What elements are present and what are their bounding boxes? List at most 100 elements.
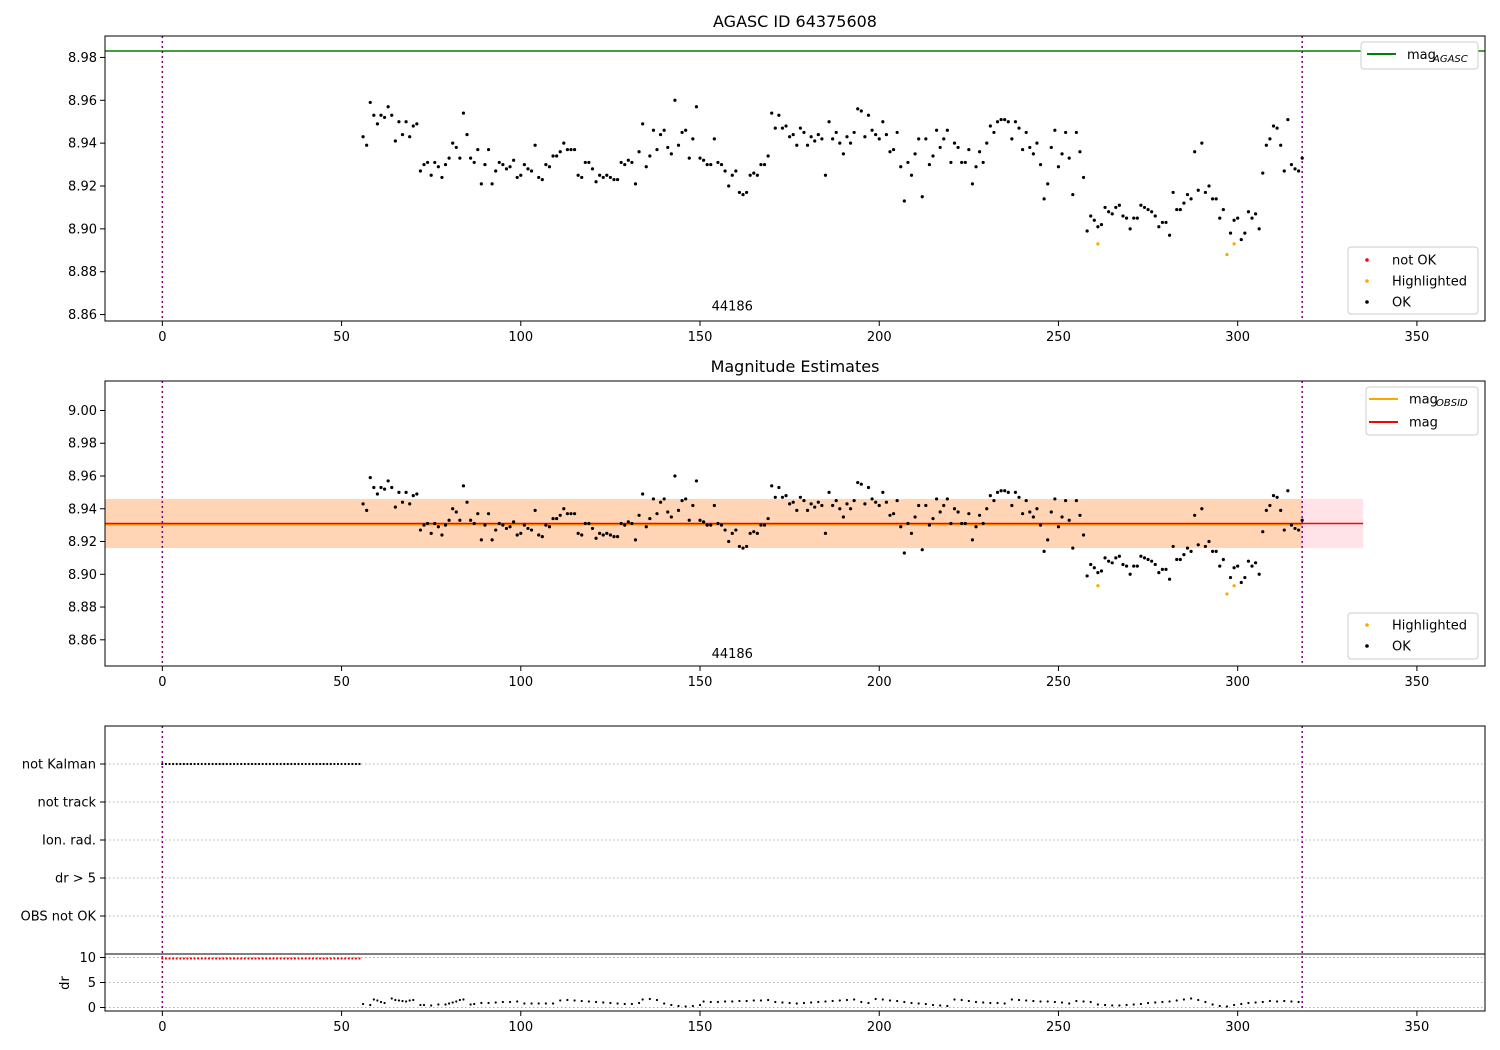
panel1-point-ok [1031, 152, 1035, 156]
panel2-point-ok [1236, 564, 1240, 568]
panel1-point-ok [1056, 165, 1061, 169]
flag-point-not-kalman [315, 762, 318, 766]
panel2-point-ok [1239, 580, 1243, 585]
dr-point [648, 997, 651, 1001]
panel2-point-ok [813, 505, 817, 509]
panel1-point-ok [404, 120, 408, 124]
panel1-point-ok [425, 160, 430, 165]
panel2-point-ok [375, 492, 380, 496]
dr-point [817, 1000, 820, 1004]
panel2-point-ok [1003, 489, 1007, 493]
panel2-point-ok [745, 544, 749, 549]
flag-point-not-kalman [182, 762, 185, 766]
flag-row-label-1: not track [37, 796, 96, 811]
dr-point [480, 1001, 483, 1005]
dr-point [960, 998, 963, 1002]
legend-frame [1347, 246, 1479, 315]
panel1-point-ok [519, 173, 523, 177]
panel1-point-ok [762, 162, 767, 167]
panel2-point-ok [691, 503, 695, 508]
panel2-point-ok [687, 518, 691, 522]
panel1-point-ok [1010, 137, 1014, 141]
dr-point [781, 1001, 784, 1004]
legend-agasc-subscript: AGASC [1432, 54, 1468, 65]
panel2-legend-points: Highlighted OK [1347, 612, 1479, 660]
dr-point [759, 999, 763, 1002]
panel2-point-ok [863, 502, 867, 506]
panel2-point-ok [436, 525, 440, 529]
panel1-point-ok [877, 137, 881, 141]
dr-point [419, 1003, 422, 1007]
dr-axis-label: dr [58, 976, 73, 990]
dr-point [824, 1000, 827, 1003]
panel2-point-ok [497, 521, 501, 526]
panel2-point-ok [451, 507, 455, 511]
panel1-point-ok [848, 141, 853, 145]
panel1-point-ok [909, 173, 914, 177]
panel1-point-ok [375, 122, 380, 126]
panel2-point-ok [827, 490, 831, 494]
dr-point [774, 1000, 777, 1004]
dr-point-flagged [200, 957, 203, 960]
panel1-point-ok [1239, 237, 1243, 242]
panel1-point-ok [1207, 184, 1211, 188]
panel2-point-ok [1128, 572, 1132, 576]
dr-point [1103, 1003, 1107, 1007]
panel1-point-ok [673, 98, 677, 102]
panel1-point-ok [411, 124, 415, 128]
panel2-point-ok [909, 531, 914, 535]
dr-point [412, 998, 415, 1002]
dr-point [1261, 1000, 1264, 1004]
dr-point [946, 1004, 949, 1008]
dr-point [967, 999, 970, 1003]
dr-tick-label-0: 0 [88, 1001, 96, 1016]
panel2-ytick-label-0: 8.86 [68, 633, 97, 648]
panel3-xtick-label-0: 0 [158, 1020, 166, 1035]
panel1-point-ok [1038, 162, 1043, 167]
panel3-xtick-label-3: 150 [688, 1020, 713, 1035]
panel1-point-ok [970, 182, 975, 186]
panel1-point-ok [619, 160, 623, 165]
panel1-point-ok [1279, 143, 1283, 147]
panel2-point-ok [834, 498, 838, 503]
panel1-point-ok [1232, 218, 1236, 222]
panel2-point-highlighted [1096, 584, 1100, 588]
dr-point [361, 1002, 365, 1006]
dr-point [702, 1000, 705, 1003]
panel1-point-ok [1085, 229, 1089, 233]
panel2-point-ok [1214, 549, 1218, 553]
panel1-point-ok [934, 128, 939, 132]
panel1-point-ok [658, 132, 663, 137]
panel1-point-ok [945, 128, 949, 132]
flag-point-not-kalman [293, 762, 297, 766]
panel2-point-ok [472, 521, 476, 526]
flag-point-not-kalman [311, 762, 314, 766]
flag-point-not-kalman [304, 762, 307, 766]
dr-point [910, 1001, 913, 1005]
panel1-point-ok [1096, 225, 1100, 229]
panel2-point-ok [483, 523, 487, 527]
panel2-point-ok [569, 512, 573, 516]
panel2-point-ok [565, 512, 569, 516]
panel1-point-ok [694, 105, 699, 109]
panel1-point-ok [512, 158, 516, 162]
flag-point-not-kalman [218, 762, 221, 766]
panel1-point-ok [838, 141, 842, 145]
panel1-point-ok [408, 135, 412, 139]
panel2-point-ok [1103, 556, 1107, 560]
panel2-point-ok [730, 531, 734, 535]
panel2-point-ok [648, 516, 652, 521]
panel1-point-ok [651, 128, 656, 132]
panel2-point-ok [529, 528, 534, 532]
panel1-point-ok [1013, 120, 1018, 124]
panel2-point-ok [1182, 553, 1186, 557]
panel2-point-ok [458, 518, 462, 522]
dr-point [559, 999, 562, 1002]
panel1-point-ok [1167, 233, 1172, 237]
dr-point [530, 1002, 533, 1005]
panel2-point-ok [1028, 510, 1032, 514]
dr-point-flagged [265, 957, 268, 960]
dr-point [1283, 999, 1286, 1003]
panel1-point-ok [1282, 169, 1286, 173]
